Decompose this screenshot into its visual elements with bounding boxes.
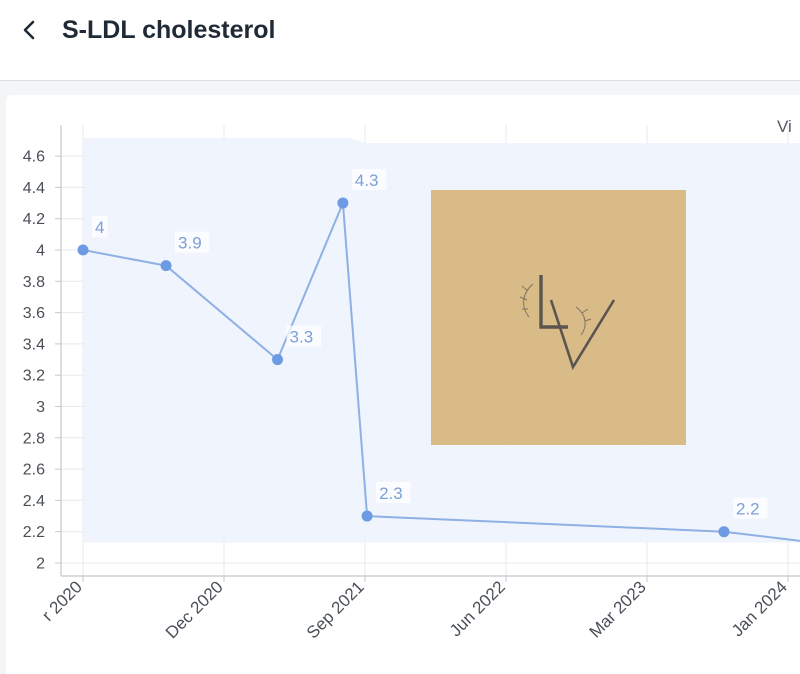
data-label: 2.3 [379,484,403,503]
data-label-bg [286,325,322,347]
data-label: 4 [95,218,104,237]
x-tick-label: Jan 2024 [728,577,791,640]
overlay-layer [431,190,686,445]
chevron-left-icon [23,20,35,40]
y-tick-label: 2.8 [23,430,45,447]
y-tick-label: 4 [36,243,45,260]
x-tick-label: Sep 2021 [303,577,368,642]
data-label-bg [732,497,768,519]
logo-tile [431,190,686,445]
data-point[interactable] [361,510,373,522]
y-tick-label: 3 [36,399,45,416]
x-tick-label: r 2020 [38,577,86,625]
lv-monogram-logo [431,190,686,445]
main-content: 2 2.2 2.4 2.6 2.8 3 3.2 3.4 3.6 3.8 4 4.2 4.4 4.6 r 20… [0,81,800,674]
y-tick-label: 3.8 [23,274,45,291]
data-label-bg [351,169,387,191]
logo-letter-v [549,299,616,371]
data-point[interactable] [337,197,349,209]
y-tick-label: 4.2 [23,211,45,228]
y-tick-label: 2 [36,556,45,573]
data-point[interactable] [272,354,284,366]
label-layer: 4 3.9 3.3 4.3 2.3 2.2 [92,169,768,519]
data-label: 3.3 [290,328,314,347]
data-label-bg [376,482,411,504]
data-label: 2.2 [736,500,760,519]
chart-card: 2 2.2 2.4 2.6 2.8 3 3.2 3.4 3.6 3.8 4 4.2 4.4 4.6 r 20… [6,95,800,674]
y-tick-label: 4.6 [23,149,45,166]
y-tick-label: 4.4 [23,180,45,197]
y-tick-label: 2.4 [23,493,45,510]
data-label: 4.3 [355,171,379,190]
x-tick-label: Mar 2023 [586,577,650,641]
x-tick-label: Dec 2020 [162,577,227,642]
y-tick-label: 2.2 [23,524,45,541]
view-toggle-label[interactable]: Vi [777,117,792,136]
y-tick-label: 3.2 [23,368,45,385]
x-tick-label: Jun 2022 [446,577,509,640]
data-label: 3.9 [178,234,202,253]
logo-leaf-left [519,283,534,318]
chart[interactable]: 2 2.2 2.4 2.6 2.8 3 3.2 3.4 3.6 3.8 4 4.2 4.4 4.6 r 20… [6,95,800,674]
y-tick-label: 3.6 [23,305,45,322]
data-point[interactable] [718,526,730,538]
logo-leaf-right [575,306,592,336]
back-button[interactable] [14,14,46,46]
y-tick-label: 2.6 [23,462,45,479]
page-title: S-LDL cholesterol [62,16,276,44]
data-point[interactable] [77,244,89,256]
y-tick-label: 3.4 [23,336,45,353]
data-point[interactable] [160,260,172,272]
data-label-bg [92,216,108,237]
data-label-bg [175,231,210,253]
header: S-LDL cholesterol [0,0,800,81]
series-layer [77,197,800,542]
